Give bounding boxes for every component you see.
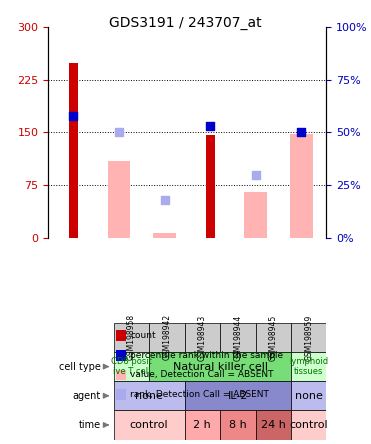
Text: GSM198944: GSM198944 xyxy=(233,314,242,361)
Point xyxy=(70,112,76,119)
Point xyxy=(116,129,122,136)
Bar xyxy=(149,352,291,381)
Bar xyxy=(149,323,185,352)
Bar xyxy=(291,352,326,381)
Bar xyxy=(206,135,214,238)
Text: 24 h: 24 h xyxy=(261,420,286,430)
Bar xyxy=(114,410,185,440)
Bar xyxy=(291,381,326,410)
Text: 8 h: 8 h xyxy=(229,420,247,430)
Bar xyxy=(185,381,291,410)
Text: GSM198959: GSM198959 xyxy=(304,314,313,361)
Bar xyxy=(256,410,291,440)
Text: control: control xyxy=(130,420,168,430)
Bar xyxy=(220,323,256,352)
Text: control: control xyxy=(289,420,328,430)
Text: 2 h: 2 h xyxy=(193,420,211,430)
Point xyxy=(298,129,304,136)
Bar xyxy=(116,369,126,381)
Point xyxy=(207,123,213,130)
Bar xyxy=(153,233,176,238)
Bar xyxy=(108,161,130,238)
Bar xyxy=(116,330,126,341)
Text: time: time xyxy=(79,420,101,430)
Bar xyxy=(185,410,220,440)
Bar xyxy=(185,323,220,352)
Bar xyxy=(290,134,313,238)
Bar xyxy=(116,350,126,361)
Bar xyxy=(114,352,149,381)
Text: none: none xyxy=(135,391,163,401)
Bar xyxy=(291,323,326,352)
Bar xyxy=(69,63,78,238)
Text: IL-2: IL-2 xyxy=(227,391,248,401)
Text: count: count xyxy=(130,331,156,340)
Text: percentile rank within the sample: percentile rank within the sample xyxy=(130,351,283,360)
Bar xyxy=(291,410,326,440)
Text: Natural killer cell: Natural killer cell xyxy=(173,361,267,372)
Bar xyxy=(220,410,256,440)
Text: GDS3191 / 243707_at: GDS3191 / 243707_at xyxy=(109,16,262,30)
Bar xyxy=(114,323,149,352)
Text: CD8 posit
ive T cell: CD8 posit ive T cell xyxy=(111,357,152,376)
Bar xyxy=(256,323,291,352)
Point xyxy=(253,171,259,178)
Text: cell type: cell type xyxy=(59,361,101,372)
Text: GSM198942: GSM198942 xyxy=(162,314,171,361)
Text: agent: agent xyxy=(73,391,101,401)
Text: lymphoid
tissues: lymphoid tissues xyxy=(289,357,328,376)
Bar xyxy=(114,381,185,410)
Bar xyxy=(244,192,267,238)
Text: rank, Detection Call = ABSENT: rank, Detection Call = ABSENT xyxy=(130,390,269,399)
Point xyxy=(162,197,168,204)
Text: none: none xyxy=(295,391,323,401)
Text: GSM198958: GSM198958 xyxy=(127,314,136,361)
Text: GSM198943: GSM198943 xyxy=(198,314,207,361)
Text: value, Detection Call = ABSENT: value, Detection Call = ABSENT xyxy=(130,370,274,380)
Bar xyxy=(116,389,126,400)
Text: GSM198945: GSM198945 xyxy=(269,314,278,361)
